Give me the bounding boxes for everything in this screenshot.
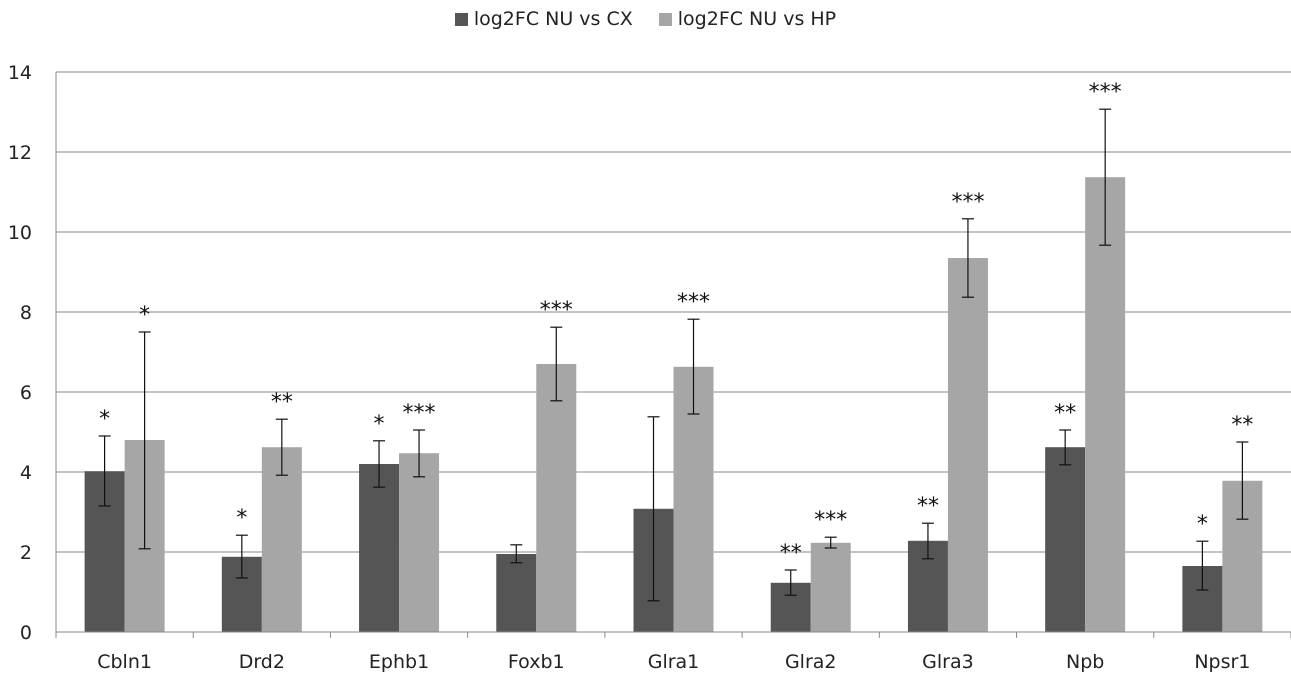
- significance-label: *: [236, 506, 247, 531]
- significance-label: *: [139, 303, 150, 328]
- error-bars: [98, 108, 1249, 602]
- legend-label-series-1: log2FC NU vs CX: [473, 8, 633, 30]
- x-category-label: Cbln1: [97, 651, 152, 673]
- significance-label: **: [1231, 413, 1253, 438]
- bar-1-ephb1: [359, 464, 400, 632]
- y-tick-label: 12: [8, 142, 32, 164]
- legend-item-series-2: log2FC NU vs HP: [658, 8, 837, 30]
- y-tick-label: 0: [20, 622, 32, 644]
- significance-label: *: [374, 412, 385, 437]
- bar-2-glra2: [810, 542, 851, 632]
- x-category-label: Npb: [1066, 651, 1104, 673]
- bar-2-glra3: [947, 258, 988, 632]
- x-category-label: Foxb1: [508, 651, 565, 673]
- y-tick-label: 2: [20, 542, 32, 564]
- x-category-label: Npsr1: [1194, 651, 1250, 673]
- significance-label: ***: [951, 190, 984, 215]
- significance-label: **: [1054, 401, 1076, 426]
- significance-label: ***: [814, 508, 847, 533]
- x-category-label: Ephb1: [369, 651, 429, 673]
- x-category-label: Glra3: [922, 651, 974, 673]
- y-tick-label: 4: [20, 462, 32, 484]
- legend-label-series-2: log2FC NU vs HP: [677, 8, 837, 30]
- chart-legend: log2FC NU vs CX log2FC NU vs HP: [0, 8, 1291, 30]
- x-category-label: Drd2: [239, 651, 285, 673]
- significance-labels: ****** ****** *********************: [99, 80, 1253, 566]
- significance-label: ***: [540, 298, 573, 323]
- significance-label: **: [271, 390, 293, 415]
- y-tick-label: 10: [8, 222, 32, 244]
- significance-label: **: [917, 494, 939, 519]
- significance-label: **: [780, 541, 802, 566]
- x-axis-labels: Cbln1 Drd2 Ephb1 Foxb1 Glra1 Glra2 Glra3 Npb Nps…: [97, 651, 1250, 673]
- legend-swatch-series-1: [454, 12, 468, 26]
- significance-label: ***: [677, 290, 710, 315]
- significance-label: ***: [1089, 80, 1122, 105]
- significance-label: ***: [403, 401, 436, 426]
- bar-1-foxb1: [496, 554, 537, 632]
- bar-2-npb: [1085, 177, 1126, 632]
- bars: [84, 177, 1263, 632]
- y-tick-label: 8: [20, 302, 32, 324]
- legend-swatch-series-2: [658, 12, 672, 26]
- legend-item-series-1: log2FC NU vs CX: [454, 8, 633, 30]
- y-tick-label: 14: [8, 62, 32, 84]
- axes: [55, 72, 1291, 638]
- y-axis-ticks: 0 2 4 6 8 10 12 14: [8, 62, 32, 644]
- bar-1-npb: [1045, 447, 1086, 632]
- significance-label: *: [99, 407, 110, 432]
- significance-label: *: [1197, 512, 1208, 537]
- bar-2-foxb1: [536, 364, 577, 632]
- x-category-label: Glra2: [785, 651, 837, 673]
- y-tick-label: 6: [20, 382, 32, 404]
- bar-2-ephb1: [399, 453, 440, 632]
- bar-2-drd2: [261, 447, 302, 632]
- x-category-label: Glra1: [648, 651, 700, 673]
